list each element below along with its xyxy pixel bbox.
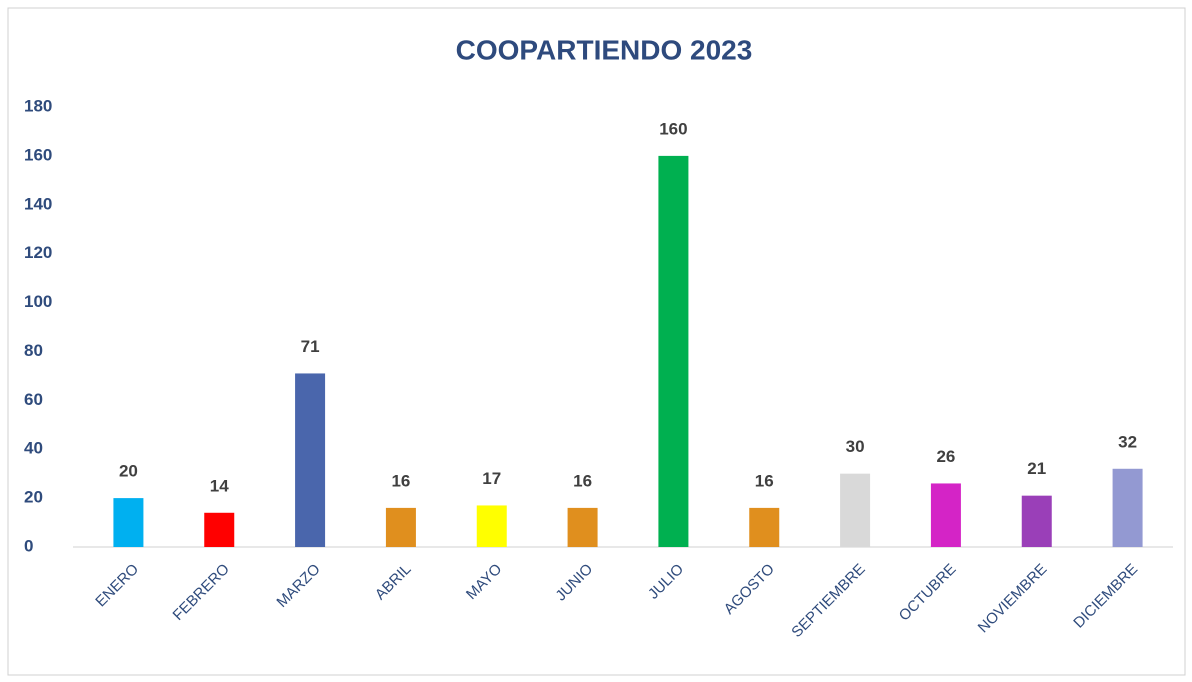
y-tick-label: 20 [24,488,43,507]
bar [1112,468,1143,547]
bar [113,498,144,547]
data-label: 16 [391,471,410,490]
bar [930,483,961,547]
y-tick-label: 80 [24,341,43,360]
y-tick-label: 0 [24,536,33,555]
chart-border [7,7,1186,676]
chart-title: COOPARTIENDO 2023 [456,34,753,65]
bar [658,155,689,547]
bar [385,507,416,547]
bar [567,507,598,547]
bar [204,512,235,547]
data-label: 21 [1027,459,1046,478]
y-tick-label: 120 [24,243,52,262]
bar [476,505,507,547]
bar [295,373,326,547]
bar [840,473,871,547]
y-tick-label: 40 [24,439,43,458]
data-label: 160 [659,119,687,138]
data-label: 71 [301,337,320,356]
y-tick-label: 160 [24,145,52,164]
data-label: 32 [1118,432,1137,451]
data-label: 16 [755,471,774,490]
data-label: 30 [846,437,865,456]
y-tick-label: 100 [24,292,52,311]
data-label: 14 [210,476,229,495]
data-label: 16 [573,471,592,490]
data-label: 26 [936,447,955,466]
y-tick-label: 60 [24,390,43,409]
y-tick-label: 180 [24,96,52,115]
bar [1021,495,1052,547]
data-label: 17 [482,469,501,488]
y-tick-label: 140 [24,194,52,213]
data-label: 20 [119,462,138,481]
bar [749,507,780,547]
